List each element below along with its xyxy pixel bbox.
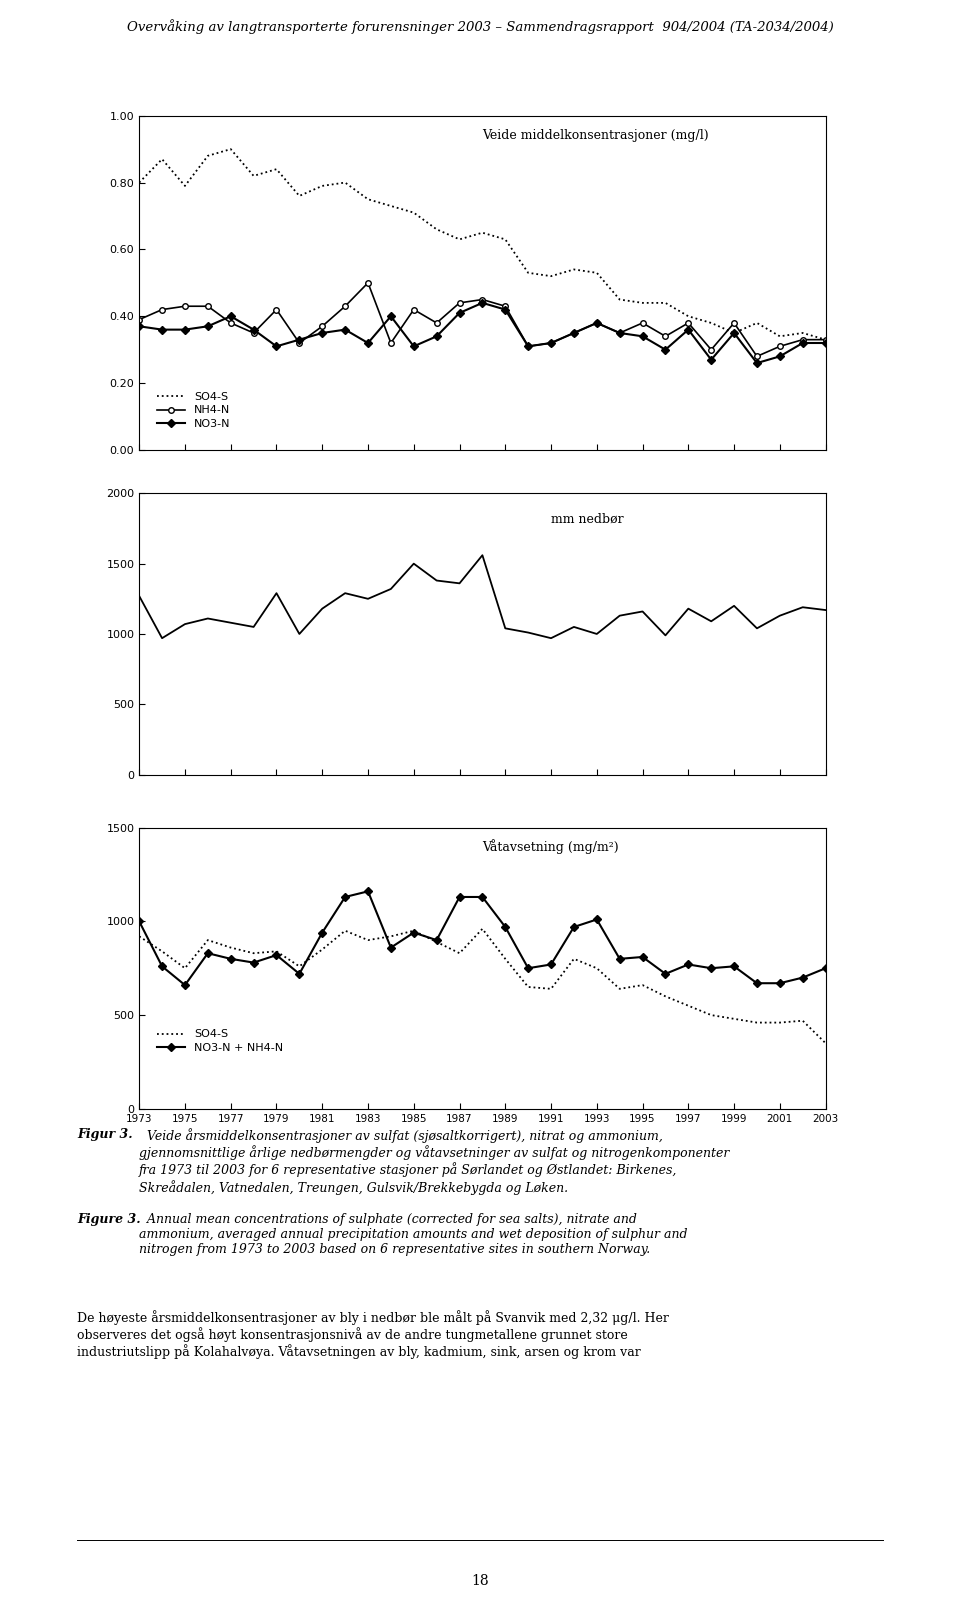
Text: Annual mean concentrations of sulphate (corrected for sea salts), nitrate and
am: Annual mean concentrations of sulphate (…: [139, 1213, 687, 1257]
Text: Veide middelkonsentrasjoner (mg/l): Veide middelkonsentrasjoner (mg/l): [483, 129, 709, 141]
Text: 18: 18: [471, 1573, 489, 1588]
Text: Overvåking av langtransporterte forurensninger 2003 – Sammendragsrapport  904/20: Overvåking av langtransporterte forurens…: [127, 19, 833, 34]
Text: mm nedbør: mm nedbør: [551, 513, 624, 525]
Text: Figure 3.: Figure 3.: [77, 1213, 140, 1226]
Text: Veide årsmiddelkonsentrasjoner av sulfat (sjøsaltkorrigert), nitrat og ammonium,: Veide årsmiddelkonsentrasjoner av sulfat…: [139, 1128, 730, 1194]
Text: De høyeste årsmiddelkonsentrasjoner av bly i nedbør ble målt på Svanvik med 2,32: De høyeste årsmiddelkonsentrasjoner av b…: [77, 1310, 669, 1360]
Legend: SO4-S, NO3-N + NH4-N: SO4-S, NO3-N + NH4-N: [152, 1024, 289, 1059]
Legend: SO4-S, NH4-N, NO3-N: SO4-S, NH4-N, NO3-N: [152, 387, 236, 434]
Text: Våtavsetning (mg/m²): Våtavsetning (mg/m²): [483, 839, 619, 853]
Text: Figur 3.: Figur 3.: [77, 1128, 132, 1141]
